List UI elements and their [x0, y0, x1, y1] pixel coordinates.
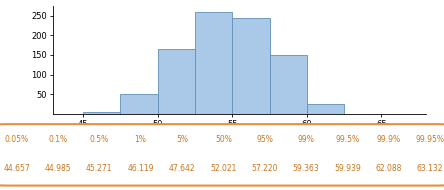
- Bar: [83, 112, 120, 114]
- Text: 59.363: 59.363: [293, 164, 319, 173]
- Text: 44.985: 44.985: [45, 164, 71, 173]
- Bar: [307, 104, 344, 114]
- Text: 5%: 5%: [176, 135, 188, 144]
- Text: 0.5%: 0.5%: [90, 135, 109, 144]
- Text: 63.132: 63.132: [417, 164, 443, 173]
- Text: 47.642: 47.642: [169, 164, 195, 173]
- Text: 1%: 1%: [135, 135, 147, 144]
- Text: 52.021: 52.021: [210, 164, 237, 173]
- Bar: [195, 12, 232, 114]
- Bar: [120, 94, 158, 114]
- Bar: [232, 17, 270, 114]
- FancyBboxPatch shape: [0, 124, 444, 186]
- Text: 99.9%: 99.9%: [377, 135, 401, 144]
- X-axis label: Bootstrapped Means: Bootstrapped Means: [183, 132, 297, 142]
- Text: 99%: 99%: [297, 135, 314, 144]
- Text: 99.5%: 99.5%: [335, 135, 359, 144]
- Text: 99.95%: 99.95%: [416, 135, 444, 144]
- Text: 0.05%: 0.05%: [4, 135, 29, 144]
- Text: 95%: 95%: [256, 135, 273, 144]
- Text: 45.271: 45.271: [86, 164, 112, 173]
- Text: 46.119: 46.119: [127, 164, 154, 173]
- Text: 57.220: 57.220: [251, 164, 278, 173]
- Text: 44.657: 44.657: [3, 164, 30, 173]
- Bar: [158, 49, 195, 114]
- Text: 50%: 50%: [215, 135, 232, 144]
- Text: 59.939: 59.939: [334, 164, 361, 173]
- Bar: [270, 55, 307, 114]
- Text: 0.1%: 0.1%: [48, 135, 67, 144]
- Text: 62.088: 62.088: [376, 164, 402, 173]
